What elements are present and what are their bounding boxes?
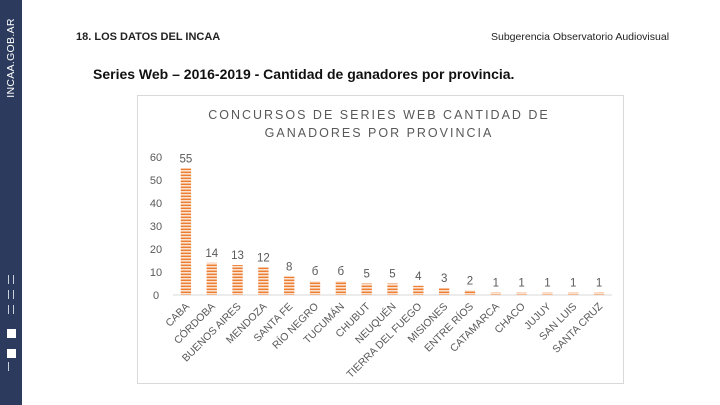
y-tick-label: 60: [150, 152, 162, 164]
bar-15: [542, 292, 553, 295]
bar-12: [464, 290, 476, 295]
bar-13: [490, 292, 501, 295]
bar-3: [232, 265, 243, 295]
decor-square: [7, 329, 16, 338]
data-label: 14: [205, 248, 218, 260]
chart-title-line-2: GANADORES POR PROVINCIA: [265, 126, 494, 140]
decor-line: [8, 362, 9, 371]
decor-line: [8, 275, 9, 284]
data-label: 1: [544, 278, 550, 290]
bar-9: [387, 283, 398, 295]
decor-line: [8, 290, 9, 299]
y-tick-label: 50: [150, 175, 162, 187]
sidebar: INCAA.GOB.AR: [0, 0, 22, 405]
brand-label: INCAA.GOB.AR: [5, 18, 17, 98]
slide-heading: Series Web – 2016-2019 - Cantidad de gan…: [93, 66, 515, 82]
bars-group: [180, 168, 605, 295]
data-label: 8: [286, 262, 292, 274]
y-axis: 0 10 20 30 40 50 60: [150, 152, 162, 302]
bar-chart: CONCURSOS DE SERIES WEB CANTIDAD DE GANA…: [150, 108, 612, 381]
data-label: 3: [441, 273, 447, 285]
decor-line: [13, 290, 14, 299]
data-label: 13: [231, 250, 244, 262]
data-label: 1: [518, 278, 524, 290]
decor-line: [13, 275, 14, 284]
data-label: 1: [493, 278, 499, 290]
data-label: 4: [415, 271, 422, 283]
bar-1: [180, 168, 192, 295]
bar-17: [593, 292, 605, 295]
bar-8: [361, 283, 372, 295]
decor-square: [7, 349, 16, 358]
section-title: 18. LOS DATOS DEL INCAA: [76, 31, 221, 43]
y-tick-label: 30: [150, 221, 162, 233]
data-label: 12: [257, 252, 270, 264]
data-label: 1: [570, 278, 576, 290]
data-label: 5: [389, 269, 395, 281]
data-label: 2: [467, 275, 473, 287]
bar-6: [309, 281, 321, 295]
y-tick-label: 20: [150, 244, 162, 256]
data-label: 1: [596, 278, 602, 290]
y-tick-label: 40: [150, 198, 162, 210]
data-label: б: [338, 266, 345, 278]
data-label: 55: [180, 154, 193, 166]
bar-4: [258, 267, 269, 295]
bar-2: [206, 262, 217, 295]
bar-14: [516, 292, 527, 295]
decor-line: [13, 305, 14, 314]
y-tick-label: 10: [150, 267, 162, 279]
decor-line: [8, 305, 9, 314]
bar-11: [438, 288, 450, 295]
subtitle: Subgerencia Observatorio Audiovisual: [491, 31, 670, 43]
data-label: б: [312, 266, 319, 278]
chart-title-line-1: CONCURSOS DE SERIES WEB CANTIDAD DE: [208, 108, 550, 122]
data-label: 5: [363, 269, 369, 281]
bar-7: [335, 281, 347, 295]
y-tick-label: 0: [153, 290, 159, 302]
bar-16: [568, 292, 579, 295]
bar-5: [284, 276, 295, 295]
chart-frame: [137, 95, 624, 384]
bar-10: [413, 285, 424, 295]
